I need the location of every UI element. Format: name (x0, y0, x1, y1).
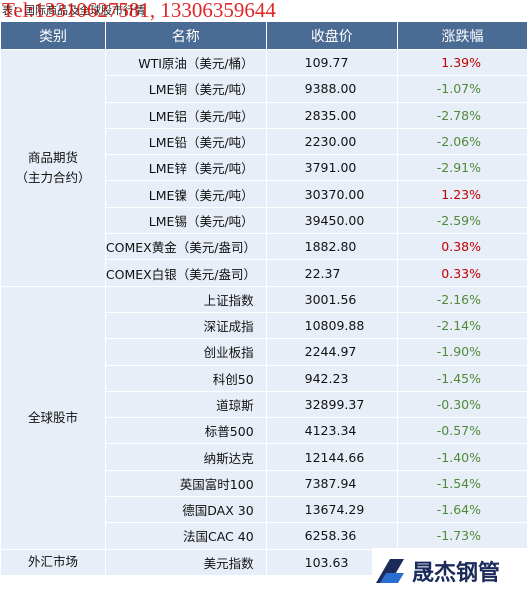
table-row: COMEX黄金（美元/盎司） 1882.80 0.38% (1, 233, 528, 261)
header-cell: 涨跌幅 (396, 21, 528, 50)
table-row: 全球股市 上证指数 3001.56 -2.16% (0, 285, 528, 550)
price-cell: 6258.36 (265, 522, 398, 550)
name-cell: LME铝（美元/吨） (104, 101, 267, 129)
change-cell: -2.06% (396, 127, 528, 156)
name-cell: COMEX白银（美元/盎司） (104, 259, 267, 287)
name-cell: 德国DAX 30 (104, 496, 267, 524)
change-cell: -2.78% (396, 101, 528, 129)
change-cell: -2.14% (396, 311, 528, 340)
name-cell: 道琼斯 (104, 390, 267, 419)
name-cell: 上证指数 (104, 285, 267, 313)
change-cell: 1.39% (396, 48, 528, 77)
price-cell: 2835.00 (265, 101, 398, 129)
table-row: 标普500 4123.34 -0.57% (1, 417, 528, 445)
header-cell: 类别 (0, 21, 106, 50)
price-cell: 30370.00 (265, 180, 398, 208)
table-row: 商品期货 （主力合约） WTI原油（美元/桶） 109.77 1.39% (0, 48, 528, 287)
name-cell: WTI原油（美元/桶） (104, 48, 267, 77)
table-row: 德国DAX 30 13674.29 -1.64% (1, 496, 528, 524)
change-cell: -0.57% (396, 417, 528, 445)
price-cell: 2230.00 (265, 127, 398, 156)
name-cell: COMEX黄金（美元/盎司） (104, 233, 267, 261)
name-cell: LME铜（美元/吨） (104, 75, 267, 103)
table-row: LME铜（美元/吨） 9388.00 -1.07% (1, 75, 528, 103)
name-cell: 纳斯达克 (104, 443, 267, 471)
price-cell: 32899.37 (265, 390, 398, 419)
name-cell: 深证成指 (104, 311, 267, 340)
table-row: 道琼斯 32899.37 -0.30% (1, 390, 528, 419)
header-cell: 收盘价 (265, 21, 398, 50)
change-cell: 0.33% (396, 259, 528, 287)
name-cell: 科创50 (104, 364, 267, 392)
name-cell: 美元指数 (104, 548, 267, 576)
table-row: 创业板指 2244.97 -1.90% (1, 338, 528, 366)
category-cell: 全球股市 (0, 285, 106, 550)
name-cell: LME镍（美元/吨） (104, 180, 267, 208)
price-cell: 39450.00 (265, 206, 398, 235)
name-cell: LME铅（美元/吨） (104, 127, 267, 156)
category-cell: 商品期货 （主力合约） (0, 49, 106, 287)
price-cell: 3001.56 (265, 285, 398, 313)
price-cell: 12144.66 (265, 443, 398, 471)
price-cell: 7387.94 (265, 469, 398, 498)
price-cell: 22.37 (265, 259, 398, 287)
caption: 表：国际商品及全球股市行情 (2, 4, 145, 17)
change-cell: -1.40% (396, 443, 528, 471)
category-cell: 外汇市场 (0, 548, 106, 576)
change-cell: 1.23% (396, 180, 528, 208)
table-row: 科创50 942.23 -1.45% (1, 364, 528, 392)
name-cell: 法国CAC 40 (104, 522, 267, 550)
change-cell: 0.38% (396, 233, 528, 261)
price-cell: 942.23 (265, 364, 398, 392)
price-cell: 9388.00 (265, 75, 398, 103)
table-row: COMEX白银（美元/盎司） 22.37 0.33% (1, 259, 528, 287)
change-cell: -0.30% (396, 390, 528, 419)
table-row: 法国CAC 40 6258.36 -1.73% (1, 522, 528, 550)
table-row: LME锡（美元/吨） 39450.00 -2.59% (1, 206, 528, 235)
price-cell: 1882.80 (265, 233, 398, 261)
logo: 晟杰钢管 (372, 548, 528, 593)
table-row: LME铅（美元/吨） 2230.00 -2.06% (1, 127, 528, 156)
table-row: 深证成指 10809.88 -2.14% (1, 311, 528, 340)
change-cell: -2.16% (396, 285, 528, 313)
table-body: 商品期货 （主力合约） WTI原油（美元/桶） 109.77 1.39% LME铜（美元… (0, 48, 528, 576)
header-cell: 名称 (104, 21, 267, 50)
name-cell: LME锡（美元/吨） (104, 206, 267, 235)
price-cell: 10809.88 (265, 311, 398, 340)
change-cell: -1.73% (396, 522, 528, 550)
table-row: LME锌（美元/吨） 3791.00 -2.91% (1, 154, 528, 182)
price-cell: 13674.29 (265, 496, 398, 524)
price-cell: 3791.00 (265, 154, 398, 182)
name-cell: 英国富时100 (104, 469, 267, 498)
change-cell: -1.54% (396, 469, 528, 498)
header-row: 类别 名称 收盘价 涨跌幅 (0, 21, 528, 50)
price-cell: 109.77 (265, 48, 398, 77)
change-cell: -1.07% (396, 75, 528, 103)
market-table: 类别 名称 收盘价 涨跌幅 商品期货 （主力合约） WTI原油（美元/桶） 109.77 1… (0, 21, 528, 576)
change-cell: -1.90% (396, 338, 528, 366)
logo-text: 晟杰钢管 (412, 560, 501, 586)
watermark: Tel:13310627581, 13306359644 (2, 0, 276, 22)
change-cell: -2.91% (396, 154, 528, 182)
price-cell: 4123.34 (265, 417, 398, 445)
name-cell: 标普500 (104, 417, 267, 445)
change-cell: -2.59% (396, 206, 528, 235)
name-cell: 创业板指 (104, 338, 267, 366)
change-cell: -1.45% (396, 364, 528, 392)
name-cell: LME锌（美元/吨） (104, 154, 267, 182)
price-cell: 2244.97 (265, 338, 398, 366)
change-cell: -1.64% (396, 496, 528, 524)
logo-icon (376, 558, 404, 583)
